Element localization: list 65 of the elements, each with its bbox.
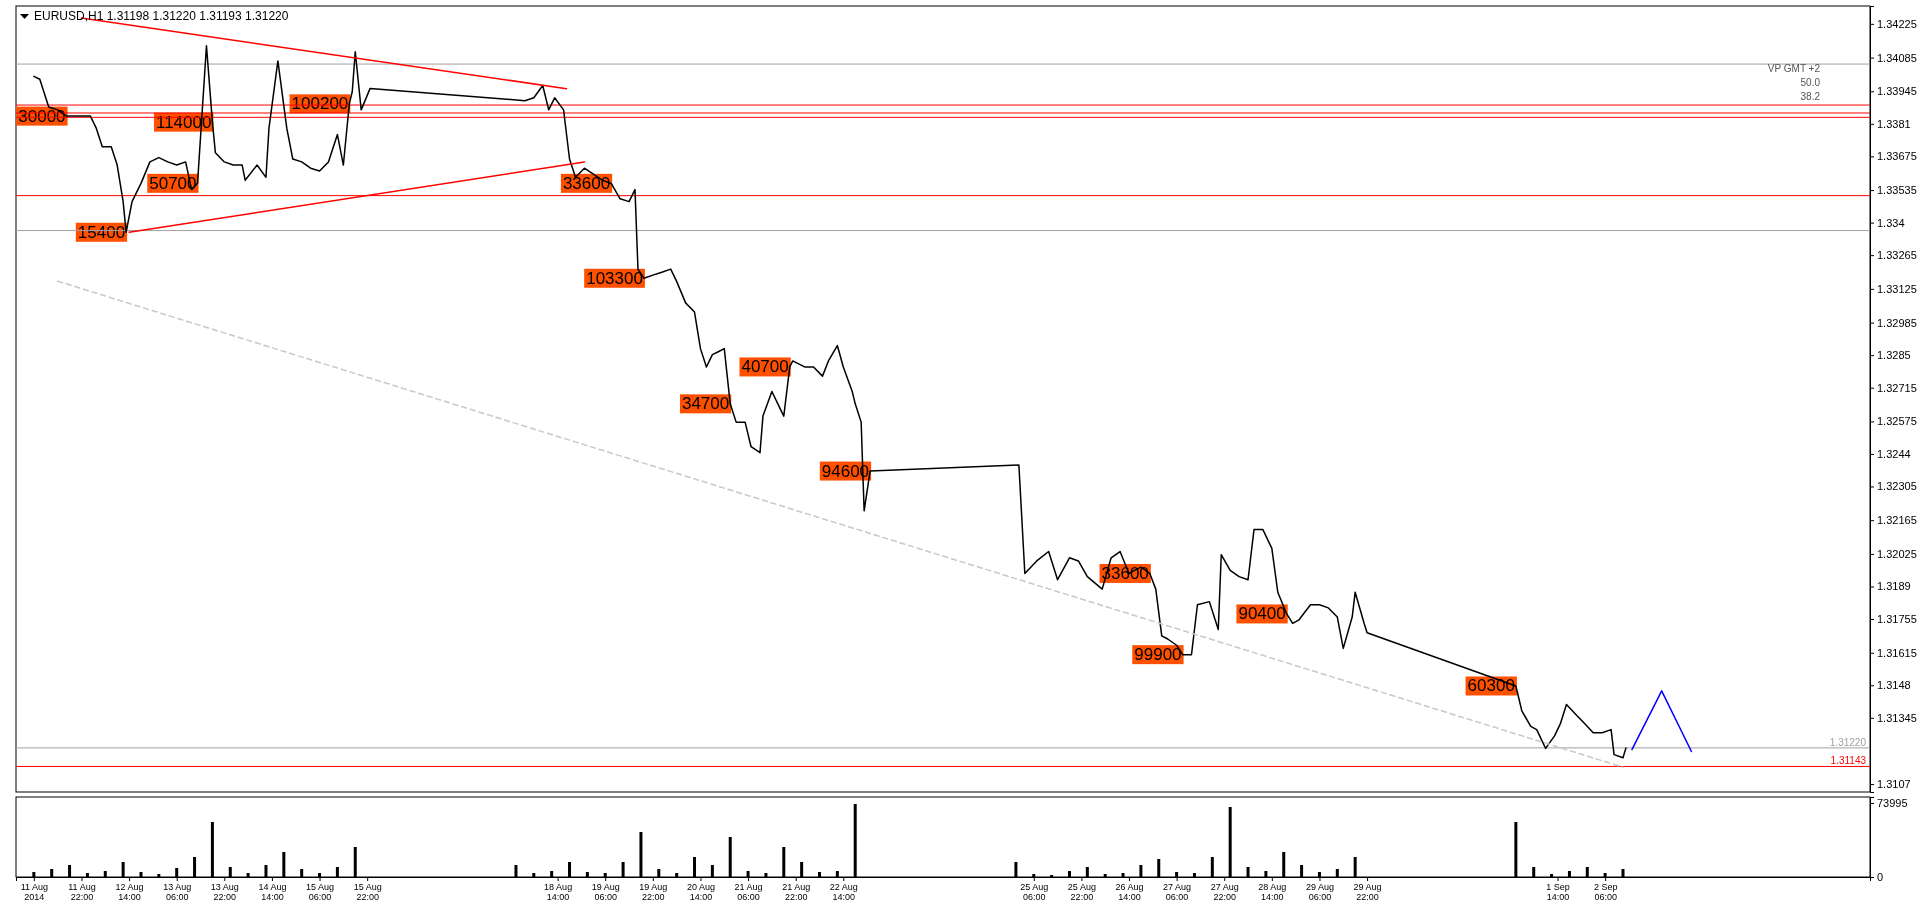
y-tick-label: 1.3381 [1877,117,1911,130]
annotation: 50.0 [1800,77,1821,88]
annotation: 99900 [1134,645,1182,665]
x-tick-label: 19 Aug 22:00 [639,882,668,903]
y-tick-label: 1.3244 [1877,447,1911,460]
x-tick-label: 1 Sep 14:00 [1546,882,1570,903]
y-tick-label: 1.33125 [1877,282,1917,295]
x-tick-label: 25 Aug 22:00 [1067,882,1096,903]
x-tick-label: 13 Aug 06:00 [163,882,192,903]
y-tick-label: 1.32715 [1877,381,1917,394]
x-tick-label: 18 Aug 14:00 [544,882,573,903]
x-tick-label: 2 Sep 06:00 [1593,882,1618,903]
y-tick-label: 1.32575 [1877,415,1917,428]
ref-line-label: 1.31143 [1830,755,1867,767]
x-tick-label: 13 Aug 22:00 [210,882,239,903]
annotation: 30000 [18,106,66,126]
y-tick-label: 1.31345 [1877,711,1917,724]
chart-title: EURUSD,H1 1.31198 1.31220 1.31193 1.31220 [34,9,289,23]
y-tick-label: 1.32025 [1877,547,1917,560]
x-tick-label: 26 Aug 14:00 [1115,882,1144,903]
x-tick-label: 21 Aug 22:00 [782,882,811,903]
x-tick-label: 28 Aug 14:00 [1258,882,1287,903]
x-tick-label: 20 Aug 14:00 [686,882,715,903]
y-tick-label: 73995 [1877,797,1908,810]
x-tick-label: 27 Aug 06:00 [1163,882,1192,903]
annotation: 90400 [1238,604,1286,624]
y-tick-label: 1.3285 [1877,349,1911,362]
y-tick-label: 1.34085 [1877,51,1917,64]
y-tick-label: 1.32985 [1877,316,1917,329]
annotation: 34700 [681,394,730,414]
x-tick-label: 15 Aug 22:00 [353,882,382,903]
y-tick-label: 1.33945 [1877,85,1917,98]
x-tick-label: 25 Aug 06:00 [1020,882,1049,903]
y-tick-label: 1.34225 [1877,17,1917,30]
y-tick-label: 1.3148 [1877,679,1911,692]
x-tick-label: 21 Aug 06:00 [734,882,763,903]
annotation: 38.2 [1800,91,1821,102]
y-tick-label: 1.33535 [1877,184,1917,197]
x-tick-label: 15 Aug 06:00 [306,882,335,903]
x-tick-label: 27 Aug 22:00 [1210,882,1239,903]
x-tick-label: 22 Aug 14:00 [829,882,858,903]
x-tick-label: 19 Aug 06:00 [591,882,620,903]
annotation: 33600 [562,173,611,193]
y-tick-label: 1.31615 [1877,646,1917,659]
x-tick-label: 29 Aug 06:00 [1305,882,1334,903]
y-tick-label: 1.33675 [1877,150,1917,163]
y-tick-label: 1.32305 [1877,480,1917,493]
x-tick-label: 12 Aug 14:00 [115,882,144,903]
y-tick-label: 1.31755 [1877,613,1917,626]
x-tick-label: 29 Aug 22:00 [1353,882,1382,903]
annotation: VP GMT +2 [1767,63,1821,74]
x-tick-label: 14 Aug 14:00 [258,882,287,903]
annotation: 100200 [291,94,349,114]
y-tick-label: 1.33265 [1877,249,1917,262]
annotation: 60300 [1467,676,1515,696]
annotation: 40700 [741,357,789,377]
annotation: 103300 [586,268,643,288]
y-tick-label: 1.32165 [1877,514,1917,527]
y-tick-label: 1.3107 [1877,778,1911,791]
ref-line-label: 1.31220 [1829,736,1867,748]
y-tick-label: 0 [1877,871,1884,884]
x-tick-label: 11 Aug 2014 [20,882,49,903]
x-tick-label: 11 Aug 22:00 [68,882,96,903]
y-tick-label: 1.3189 [1877,580,1911,593]
y-tick-label: 1.334 [1877,216,1905,229]
